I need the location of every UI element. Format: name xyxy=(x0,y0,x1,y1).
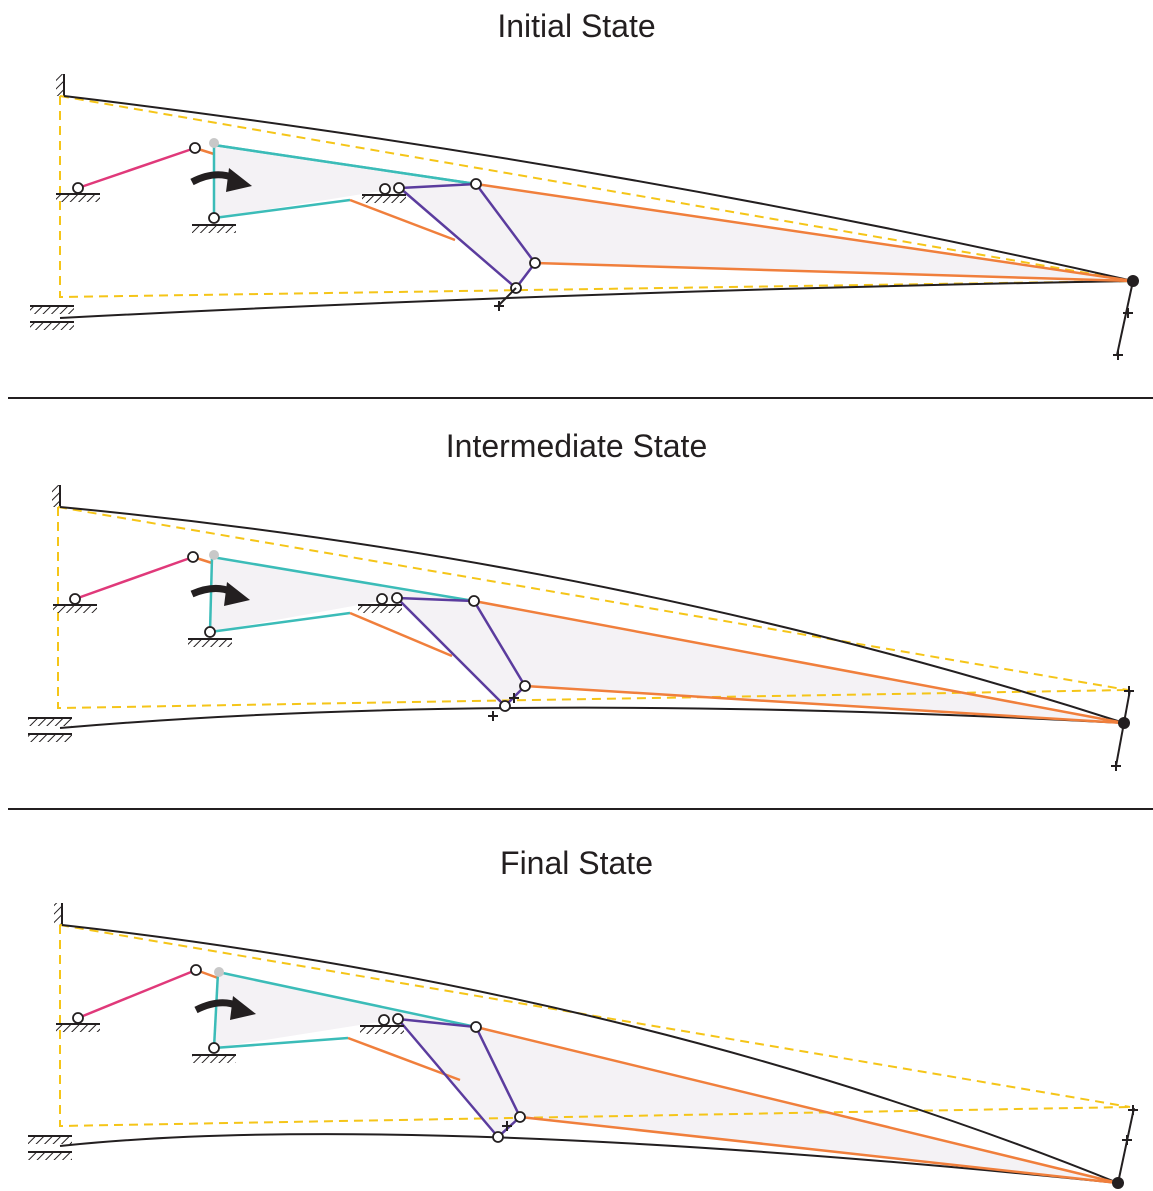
joint-grey xyxy=(214,967,224,977)
panel-intermediate xyxy=(28,485,1134,771)
dashed-reference-line xyxy=(59,95,1134,299)
cross-marks xyxy=(488,686,1134,771)
joint-purple-top xyxy=(470,1021,482,1033)
teal-link-left xyxy=(208,556,214,633)
crank-link xyxy=(74,555,194,601)
orange-link-top xyxy=(475,1025,1119,1185)
joint-purple-top xyxy=(470,178,482,190)
ground-crank-icon xyxy=(53,604,97,613)
rotation-arrowhead-icon xyxy=(230,996,256,1020)
joint-slider-b xyxy=(392,1013,404,1025)
orange-link-a xyxy=(349,611,453,658)
joint-slider-b xyxy=(393,182,405,194)
joint-purple-top xyxy=(468,595,480,607)
wall-ground-icon xyxy=(56,74,65,96)
ground-slider-icon xyxy=(362,194,406,203)
upper-beam xyxy=(59,506,1125,724)
panel-title-final: Final State xyxy=(500,845,653,881)
joint-teal-ground xyxy=(204,626,216,638)
joint-slider-b xyxy=(391,592,403,604)
teal-link-top xyxy=(217,970,477,1029)
joint-crank-ground xyxy=(72,182,84,194)
teal-link-top xyxy=(211,555,475,603)
teal-link-top xyxy=(213,143,477,186)
joint-purple-bottom xyxy=(499,700,511,712)
teal-link-bottom xyxy=(213,198,351,220)
panel-initial xyxy=(30,74,1139,360)
joint-crank-top xyxy=(189,142,201,154)
orange-link-a xyxy=(349,198,456,242)
teal-body-fill xyxy=(214,145,476,218)
joint-crank-top xyxy=(190,964,202,976)
lower-beam xyxy=(59,280,1134,319)
orange-link-bottom xyxy=(519,1115,1119,1185)
orange-link-bottom xyxy=(524,684,1125,725)
crank-link xyxy=(77,146,196,190)
divider-1 xyxy=(8,397,1153,399)
rotation-arrowhead-icon xyxy=(226,168,252,192)
joint-teal-ground xyxy=(208,1042,220,1054)
joint-purple-right xyxy=(519,680,531,692)
teal-link-bottom xyxy=(213,1036,349,1050)
tip-tangent xyxy=(1117,1107,1135,1184)
tip-tangent xyxy=(1116,280,1134,356)
teal-body-fill xyxy=(210,557,474,632)
ground-crank-icon xyxy=(56,193,100,202)
ground-teal-icon xyxy=(192,224,236,233)
purple-body-fill xyxy=(398,1019,520,1137)
cross-marks xyxy=(494,301,1133,360)
orange-link-a xyxy=(347,1036,461,1082)
ground-bottom-left-icon xyxy=(30,305,74,330)
joint-slider-a xyxy=(376,593,388,605)
ground-bottom-left-icon xyxy=(28,1135,72,1160)
rotation-arrowhead-icon xyxy=(224,582,250,606)
wall-ground-icon xyxy=(52,485,61,507)
panel-final xyxy=(28,903,1138,1189)
panel-title-initial: Initial State xyxy=(497,8,656,44)
purple-body-fill xyxy=(397,598,525,706)
orange-link-top xyxy=(475,182,1134,283)
upper-beam xyxy=(63,95,1134,282)
divider-2 xyxy=(8,808,1153,810)
joint-teal-ground xyxy=(208,212,220,224)
lower-beam xyxy=(59,706,1125,729)
teal-link-bottom xyxy=(209,611,351,634)
joint-crank-top xyxy=(187,551,199,563)
ground-crank-icon xyxy=(56,1023,100,1032)
joint-purple-right xyxy=(529,257,541,269)
joint-purple-bottom xyxy=(492,1131,504,1143)
joint-slider-a xyxy=(378,1014,390,1026)
purple-body-fill xyxy=(400,184,535,288)
joint-purple-right xyxy=(514,1111,526,1123)
crank-link xyxy=(77,968,197,1020)
dashed-reference-line xyxy=(57,506,1129,710)
tip-tangent xyxy=(1115,689,1131,767)
joint-grey xyxy=(209,138,219,148)
ground-bottom-left-icon xyxy=(28,717,72,742)
ground-teal-icon xyxy=(192,1054,236,1063)
teal-link-left xyxy=(212,971,220,1049)
ground-teal-icon xyxy=(188,638,232,647)
ground-slider-icon xyxy=(358,604,402,613)
orange-link-top xyxy=(473,599,1125,725)
panel-title-intermediate: Intermediate State xyxy=(445,428,708,464)
joint-grey xyxy=(209,550,219,560)
wall-ground-icon xyxy=(54,903,63,925)
joint-slider-a xyxy=(379,183,391,195)
joint-crank-ground xyxy=(69,593,81,605)
joint-crank-ground xyxy=(72,1012,84,1024)
orange-link-bottom xyxy=(534,261,1134,283)
upper-beam xyxy=(61,924,1119,1184)
teal-body-fill xyxy=(214,972,476,1048)
cross-marks xyxy=(502,1105,1138,1145)
dashed-reference-line xyxy=(59,924,1131,1128)
ground-slider-icon xyxy=(360,1025,404,1034)
